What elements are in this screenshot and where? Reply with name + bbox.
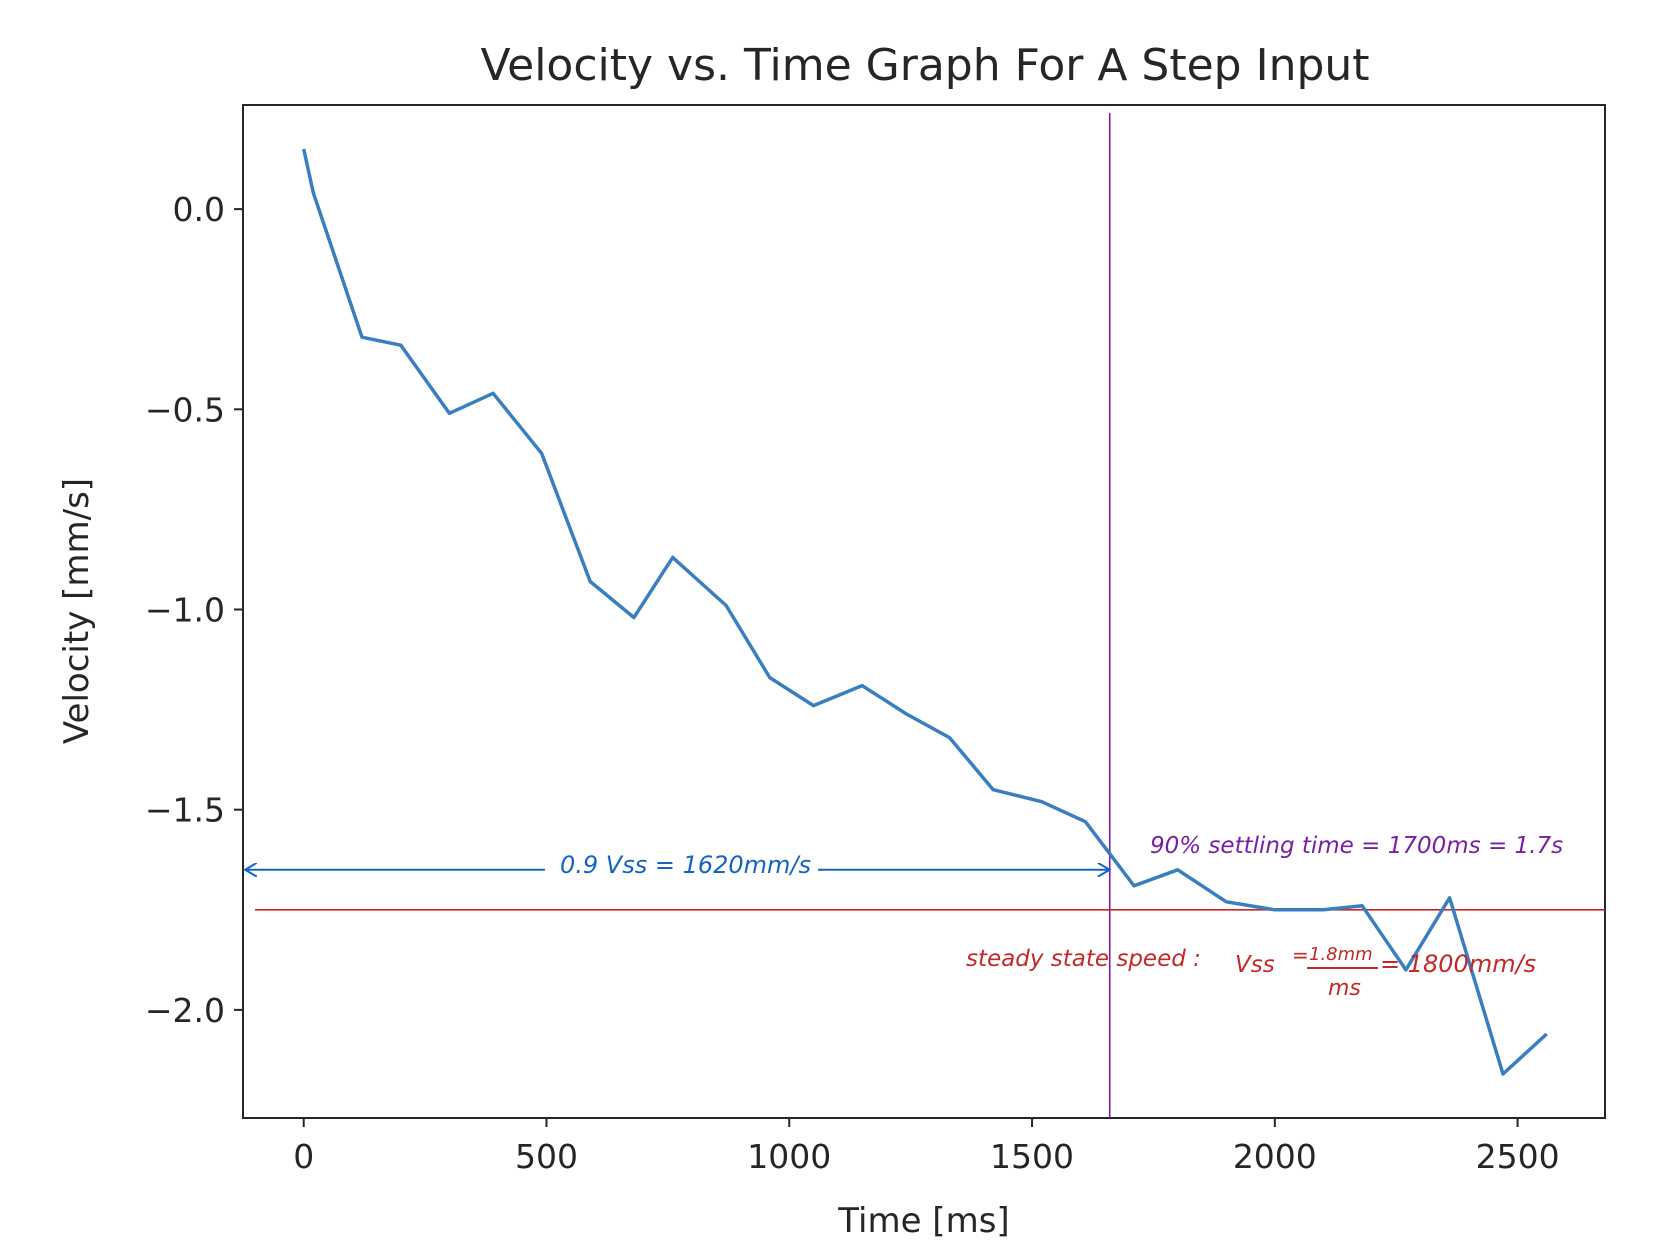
x-tick-label: 1000 bbox=[747, 1137, 831, 1176]
settling-time-label: 90% settling time = 1700ms = 1.7s bbox=[1150, 833, 1563, 859]
steady-state-result-label: = 1800mm/s bbox=[1380, 950, 1536, 978]
handwritten-annotations: 0.9 Vss = 1620mm/s 90% settling time = 1… bbox=[560, 833, 1563, 1001]
x-axis-ticks: 0 500 1000 1500 2000 2500 bbox=[293, 1118, 1560, 1176]
y-tick-label: −1.5 bbox=[145, 791, 225, 830]
velocity-series-line bbox=[301, 148, 1548, 1076]
y-tick-label: −2.0 bbox=[145, 991, 225, 1030]
steady-state-fraction-denominator: ms bbox=[1328, 976, 1361, 1001]
plot-frame bbox=[242, 104, 1606, 1119]
data-series bbox=[301, 148, 1548, 1076]
steady-state-label-prefix: steady state speed : bbox=[966, 946, 1201, 972]
steady-state-eq-label: = bbox=[1292, 943, 1309, 967]
steady-state-vss-label: Vss bbox=[1235, 952, 1275, 978]
x-tick-label: 2000 bbox=[1233, 1137, 1317, 1176]
reference-lines bbox=[245, 113, 1605, 1118]
y-tick-label: −1.0 bbox=[145, 590, 225, 629]
settling-arrow-label: 0.9 Vss = 1620mm/s bbox=[560, 851, 811, 879]
x-tick-label: 500 bbox=[515, 1137, 578, 1176]
y-tick-label: −0.5 bbox=[145, 390, 225, 429]
steady-state-fraction-numerator: 1.8mm bbox=[1309, 944, 1373, 965]
plot-area bbox=[242, 104, 1606, 1119]
x-tick-label: 0 bbox=[293, 1137, 314, 1176]
y-axis-label: Velocity [mm/s] bbox=[57, 478, 97, 744]
chart-title: Velocity vs. Time Graph For A Step Input bbox=[480, 40, 1369, 91]
y-tick-label: 0.0 bbox=[173, 190, 225, 229]
x-tick-label: 1500 bbox=[990, 1137, 1074, 1176]
x-axis-label: Time [ms] bbox=[837, 1201, 1009, 1241]
y-axis-ticks: 0.0 −0.5 −1.0 −1.5 −2.0 bbox=[145, 190, 243, 1030]
x-tick-label: 2500 bbox=[1476, 1137, 1560, 1176]
